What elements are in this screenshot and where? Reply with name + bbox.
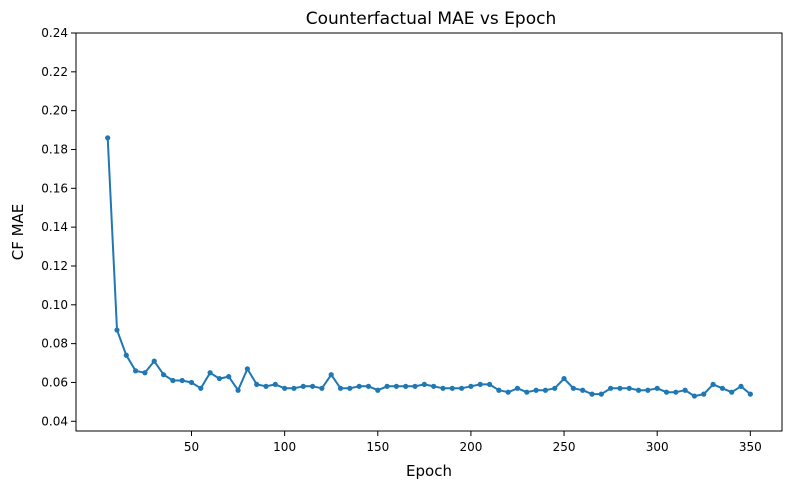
data-point — [533, 387, 539, 393]
data-point — [365, 383, 372, 389]
data-point — [514, 385, 521, 391]
data-point — [356, 383, 362, 389]
data-point — [412, 383, 418, 389]
data-point — [133, 368, 139, 374]
data-point — [458, 385, 465, 391]
data-point — [272, 381, 278, 388]
data-point — [254, 381, 260, 388]
data-point — [496, 387, 502, 393]
data-point — [542, 387, 549, 393]
data-point — [235, 387, 241, 393]
y-axis-label: CF MAE — [9, 204, 27, 261]
data-point — [347, 385, 353, 391]
x-tick-label: 250 — [553, 440, 576, 454]
data-point — [123, 352, 129, 358]
data-point — [486, 381, 493, 388]
y-tick-label: 0.18 — [41, 142, 68, 156]
chart-title: Counterfactual MAE vs Epoch — [306, 9, 556, 29]
plot-frame — [75, 32, 783, 432]
data-point — [691, 393, 698, 399]
data-point — [626, 385, 632, 391]
data-point — [608, 385, 614, 391]
data-point — [151, 358, 157, 364]
y-tick-label: 0.16 — [41, 181, 68, 195]
data-point — [291, 385, 297, 391]
data-point — [421, 381, 427, 388]
data-point — [179, 377, 185, 384]
data-point — [654, 385, 660, 391]
data-point — [198, 385, 204, 391]
data-point — [673, 389, 679, 395]
data-point — [719, 385, 725, 391]
data-point — [431, 383, 437, 389]
series-line — [106, 137, 751, 398]
data-point — [142, 370, 148, 376]
data-point — [337, 385, 344, 391]
data-point — [114, 327, 120, 333]
x-tick-label: 100 — [273, 440, 296, 454]
x-axis: 50 100 150 200 250 300 350 — [184, 431, 762, 454]
data-point — [207, 370, 213, 376]
y-tick-label: 0.08 — [41, 337, 68, 351]
data-point — [384, 383, 390, 389]
y-tick-label: 0.10 — [41, 298, 68, 312]
y-tick-label: 0.20 — [41, 104, 68, 118]
y-tick-label: 0.12 — [41, 259, 68, 273]
data-point — [244, 366, 250, 372]
data-point — [160, 372, 167, 378]
data-point — [682, 387, 688, 393]
data-point — [226, 374, 232, 380]
data-point — [645, 387, 651, 393]
data-point — [477, 381, 483, 388]
data-point — [282, 385, 288, 391]
data-point — [663, 389, 670, 395]
x-tick-label: 200 — [459, 440, 482, 454]
data-point — [738, 383, 744, 389]
data-point — [505, 389, 511, 395]
data-point — [319, 385, 325, 391]
data-point — [449, 385, 455, 391]
data-point — [263, 383, 269, 389]
x-tick-label: 300 — [646, 440, 669, 454]
data-point — [393, 383, 400, 389]
data-point — [580, 387, 586, 393]
data-point — [729, 389, 735, 395]
data-point — [710, 381, 716, 388]
y-tick-label: 0.14 — [41, 220, 68, 234]
data-point — [300, 383, 306, 389]
data-point — [598, 391, 604, 397]
data-point — [216, 375, 223, 382]
data-point — [635, 387, 642, 393]
y-tick-label: 0.04 — [41, 414, 68, 428]
data-point — [747, 391, 753, 397]
data-point — [524, 389, 530, 395]
data-point — [552, 385, 558, 391]
data-point — [617, 385, 623, 391]
data-point — [570, 385, 576, 391]
data-point — [170, 377, 176, 384]
data-point — [440, 385, 446, 391]
x-axis-label: Epoch — [406, 462, 452, 480]
data-point — [328, 372, 334, 378]
y-tick-label: 0.22 — [41, 65, 68, 79]
data-point — [403, 383, 409, 389]
x-tick-label: 150 — [366, 440, 389, 454]
data-point — [188, 379, 195, 386]
y-axis: 0.04 0.06 0.08 0.10 0.12 0.14 0.16 0.18 0.20 0.22… — [41, 26, 76, 428]
data-point — [468, 383, 474, 389]
data-point — [309, 383, 316, 389]
data-point — [589, 391, 595, 397]
x-tick-label: 350 — [739, 440, 762, 454]
data-point — [701, 391, 707, 397]
data-point — [561, 375, 567, 382]
data-point — [375, 387, 381, 393]
x-tick-label: 50 — [184, 440, 199, 454]
y-tick-label: 0.24 — [41, 26, 68, 40]
data-point — [105, 135, 111, 141]
series-layer — [105, 135, 753, 399]
y-tick-label: 0.06 — [41, 375, 68, 389]
